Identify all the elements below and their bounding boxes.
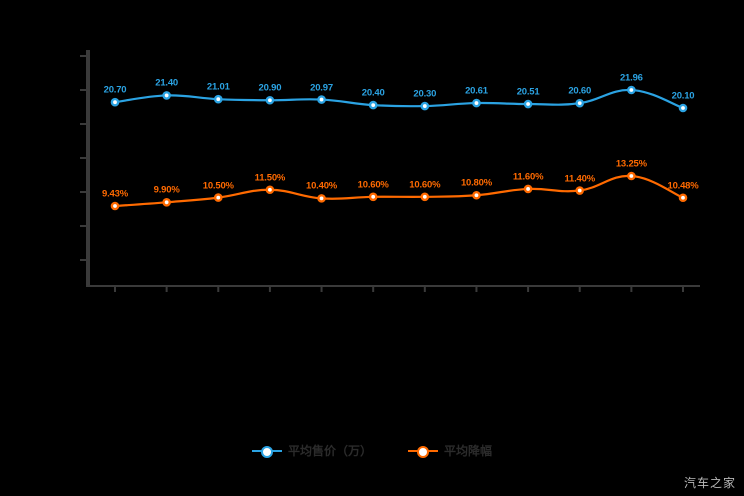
- data-point-label: 21.01: [206, 81, 230, 93]
- data-point-label: 11.50%: [254, 172, 286, 184]
- data-point-label: 20.51: [516, 86, 540, 98]
- data-point-label: 13.25%: [615, 158, 647, 170]
- data-point-label: 9.43%: [102, 188, 128, 200]
- data-point-marker[interactable]: [162, 91, 171, 100]
- data-point-marker[interactable]: [420, 101, 430, 111]
- series-1: [110, 171, 688, 211]
- data-point-label: 9.90%: [153, 184, 180, 196]
- data-point-marker[interactable]: [678, 193, 688, 203]
- data-point-marker[interactable]: [575, 186, 585, 195]
- data-point-label: 20.70: [103, 84, 127, 96]
- series-0: [110, 85, 688, 113]
- data-point-label: 21.96: [619, 72, 643, 84]
- data-point-label: 10.80%: [460, 177, 492, 189]
- data-point-marker[interactable]: [110, 97, 120, 107]
- data-point-marker[interactable]: [317, 95, 326, 104]
- data-point-marker[interactable]: [472, 98, 481, 108]
- data-point-label: 20.30: [413, 88, 437, 100]
- data-point-label: 10.60%: [357, 179, 389, 191]
- data-point-label: 10.50%: [202, 180, 234, 192]
- data-point-marker[interactable]: [523, 184, 533, 194]
- data-point-marker[interactable]: [523, 99, 533, 109]
- data-point-label: 20.10: [671, 90, 695, 102]
- data-point-marker[interactable]: [317, 194, 326, 203]
- data-point-marker[interactable]: [213, 94, 223, 104]
- data-point-marker[interactable]: [627, 85, 636, 95]
- data-point-label: 20.60: [568, 85, 592, 97]
- data-point-marker[interactable]: [472, 190, 481, 200]
- legend-item-label: 平均降幅: [444, 444, 493, 458]
- data-point-marker[interactable]: [110, 201, 120, 211]
- series-line: [113, 88, 685, 110]
- data-point-label: 21.40: [155, 77, 179, 89]
- data-point-marker[interactable]: [368, 100, 378, 110]
- data-point-marker[interactable]: [265, 95, 275, 105]
- data-point-label: 10.40%: [306, 180, 338, 192]
- circle-ring-icon: [408, 444, 438, 458]
- data-point-label: 11.40%: [564, 173, 595, 185]
- data-point-marker[interactable]: [213, 193, 223, 202]
- data-point-marker[interactable]: [627, 171, 636, 181]
- data-point-label: 20.90: [258, 82, 282, 94]
- data-point-marker[interactable]: [265, 185, 275, 195]
- circle-ring-icon: [251, 444, 282, 458]
- watermark: 汽车之家: [683, 476, 736, 490]
- data-point-label: 20.97: [310, 82, 333, 94]
- data-point-marker[interactable]: [678, 103, 688, 113]
- data-point-label: 11.60%: [512, 171, 544, 183]
- data-point-label: 10.60%: [409, 179, 441, 191]
- legend-item-label: 平均售价（万）: [287, 444, 372, 458]
- axis-group: [80, 50, 700, 292]
- chart-legend: 平均售价（万） 平均降幅: [0, 442, 744, 459]
- legend-item-1[interactable]: 平均降幅: [408, 442, 492, 459]
- data-point-marker[interactable]: [420, 192, 430, 202]
- series-line: [113, 174, 685, 208]
- legend-item-0[interactable]: 平均售价（万）: [251, 442, 372, 459]
- data-point-label: 20.40: [361, 87, 385, 99]
- data-point-marker[interactable]: [368, 192, 378, 202]
- data-point-label: 10.48%: [667, 180, 699, 192]
- data-point-marker[interactable]: [575, 98, 585, 108]
- data-point-label: 20.61: [465, 85, 488, 97]
- data-point-marker[interactable]: [162, 198, 171, 207]
